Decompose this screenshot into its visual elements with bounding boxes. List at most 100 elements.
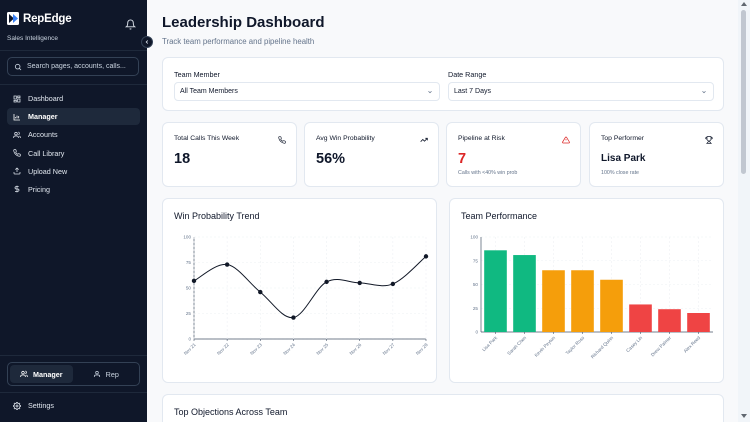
dashboard-icon xyxy=(13,95,21,102)
y-tick-label: 100 xyxy=(470,235,478,240)
date-range-value: Last 7 Days xyxy=(454,88,491,95)
search-box[interactable] xyxy=(7,57,139,76)
sidebar-divider xyxy=(0,355,147,356)
data-point xyxy=(191,278,197,284)
stat-card-top-performer: Top Performer Lisa Park 100% close rate xyxy=(589,122,724,187)
sidebar-item-pricing[interactable]: Pricing xyxy=(7,181,140,198)
scrollbar-thumb[interactable] xyxy=(741,10,746,174)
role-manager-button[interactable]: Manager xyxy=(10,365,73,383)
stat-card-pipeline-risk: Pipeline at Risk 7 Calls with <40% win p… xyxy=(446,122,581,187)
chevron-down-icon xyxy=(702,90,706,94)
team-member-select[interactable]: All Team Members xyxy=(174,82,440,101)
data-point xyxy=(291,315,296,320)
bar-chart-icon xyxy=(13,113,20,121)
sidebar-item-dashboard[interactable]: Dashboard xyxy=(7,90,140,107)
data-point xyxy=(390,281,396,287)
sidebar-item-label: Upload New xyxy=(28,166,68,176)
page-title: Leadership Dashboard xyxy=(162,14,325,31)
role-rep-label: Rep xyxy=(105,369,119,379)
sidebar-item-call-library[interactable]: Call Library xyxy=(7,145,140,162)
dollar-icon xyxy=(14,186,20,193)
sidebar-item-label: Dashboard xyxy=(28,94,64,103)
stat-label: Avg Win Probability xyxy=(316,135,375,142)
x-tick-label: Nov 24 xyxy=(282,342,296,356)
x-tick-label: Drew Palmer xyxy=(650,335,673,358)
sidebar-collapse-button[interactable] xyxy=(141,36,153,48)
stat-label: Top Performer xyxy=(601,135,645,142)
search-input[interactable] xyxy=(27,63,137,70)
logo-icon xyxy=(7,12,19,25)
data-point xyxy=(423,254,429,259)
x-tick-label: Sarah Chen xyxy=(506,335,527,356)
x-tick-label: Lisa Park xyxy=(481,335,499,353)
win-trend-chart: 0 25 50 75 100 Nov 21 Nov 22 Nov 23 Nov 24 Nov 25… xyxy=(183,235,429,356)
team-performance-card: Team Performance 0 25 50 75 100 Lisa Park Sara… xyxy=(449,198,724,383)
x-tick-label: Nov 25 xyxy=(315,342,329,356)
data-point xyxy=(357,280,362,286)
x-tick-label: Nov 28 xyxy=(415,342,429,356)
trending-up-icon xyxy=(420,137,428,142)
sidebar-item-accounts[interactable]: Accounts xyxy=(7,126,140,143)
phone-icon xyxy=(278,136,286,144)
chart-title: Win Probability Trend xyxy=(174,211,260,221)
bar xyxy=(542,270,565,332)
stat-note: Calls with <40% win prob xyxy=(458,170,518,176)
stat-card-avg-win: Avg Win Probability 56% xyxy=(304,122,439,187)
logo[interactable]: RepEdge xyxy=(7,12,72,25)
chevron-left-icon xyxy=(145,40,149,44)
bar xyxy=(571,270,594,332)
date-range-select[interactable]: Last 7 Days xyxy=(448,82,714,101)
scroll-down-arrow-icon[interactable] xyxy=(741,414,747,418)
y-tick-label: 75 xyxy=(473,258,479,263)
sidebar-nav: Dashboard Manager Accounts Call Library … xyxy=(7,90,140,199)
x-tick-label: Nov 23 xyxy=(249,342,263,356)
trophy-icon xyxy=(705,136,713,144)
page-subtitle: Track team performance and pipeline heal… xyxy=(162,37,315,46)
x-tick-label: Richard Quinn xyxy=(590,335,615,360)
bell-icon[interactable] xyxy=(125,19,136,30)
role-manager-label: Manager xyxy=(32,369,63,379)
y-tick-label: 50 xyxy=(473,282,479,287)
app-tagline: Sales Intelligence xyxy=(7,35,58,42)
x-tick-label: Nov 27 xyxy=(382,342,396,356)
sidebar-divider xyxy=(0,84,147,85)
x-tick-label: Alex Reed xyxy=(683,335,702,354)
y-tick-label: 25 xyxy=(186,311,192,316)
bar xyxy=(600,279,623,332)
chevron-down-icon xyxy=(428,90,432,94)
date-range-label: Date Range xyxy=(448,70,487,79)
data-point xyxy=(258,289,263,295)
team-member-label: Team Member xyxy=(174,70,220,79)
bar xyxy=(484,250,507,332)
stat-label: Pipeline at Risk xyxy=(458,135,505,142)
settings-label: Settings xyxy=(28,401,54,410)
gear-icon xyxy=(13,401,21,410)
users-icon xyxy=(20,370,28,377)
x-tick-label: Nov 21 xyxy=(183,342,197,356)
y-tick-label: 0 xyxy=(188,337,191,342)
sidebar-item-manager[interactable]: Manager xyxy=(7,108,140,126)
user-icon xyxy=(93,370,100,377)
role-rep-button[interactable]: Rep xyxy=(75,365,138,383)
x-tick-label: Casey Lin xyxy=(625,335,643,353)
stat-value: 56% xyxy=(316,151,346,167)
win-trend-card: Win Probability Trend 0 25 50 75 100 Nov 21 No… xyxy=(162,198,437,383)
stat-card-total-calls: Total Calls This Week 18 xyxy=(162,122,297,187)
x-tick-label: Kevin Peyton xyxy=(534,335,557,358)
stat-value: 7 xyxy=(458,151,467,167)
sidebar: RepEdge Sales Intelligence Dashboard Man… xyxy=(0,0,147,422)
scrollbar[interactable] xyxy=(738,0,750,422)
y-tick-label: 75 xyxy=(186,260,192,265)
stat-value: Lisa Park xyxy=(601,153,646,164)
sidebar-divider xyxy=(0,392,147,393)
scroll-up-arrow-icon[interactable] xyxy=(741,2,747,6)
app-name: RepEdge xyxy=(23,12,72,25)
bar xyxy=(687,313,710,332)
upload-icon xyxy=(13,167,21,175)
sidebar-divider xyxy=(0,50,147,51)
main-content: Leadership Dashboard Track team performa… xyxy=(147,0,738,422)
sidebar-item-label: Manager xyxy=(28,112,58,122)
bar xyxy=(658,309,681,332)
sidebar-item-upload-new[interactable]: Upload New xyxy=(7,163,140,180)
settings-link[interactable]: Settings xyxy=(13,401,54,410)
